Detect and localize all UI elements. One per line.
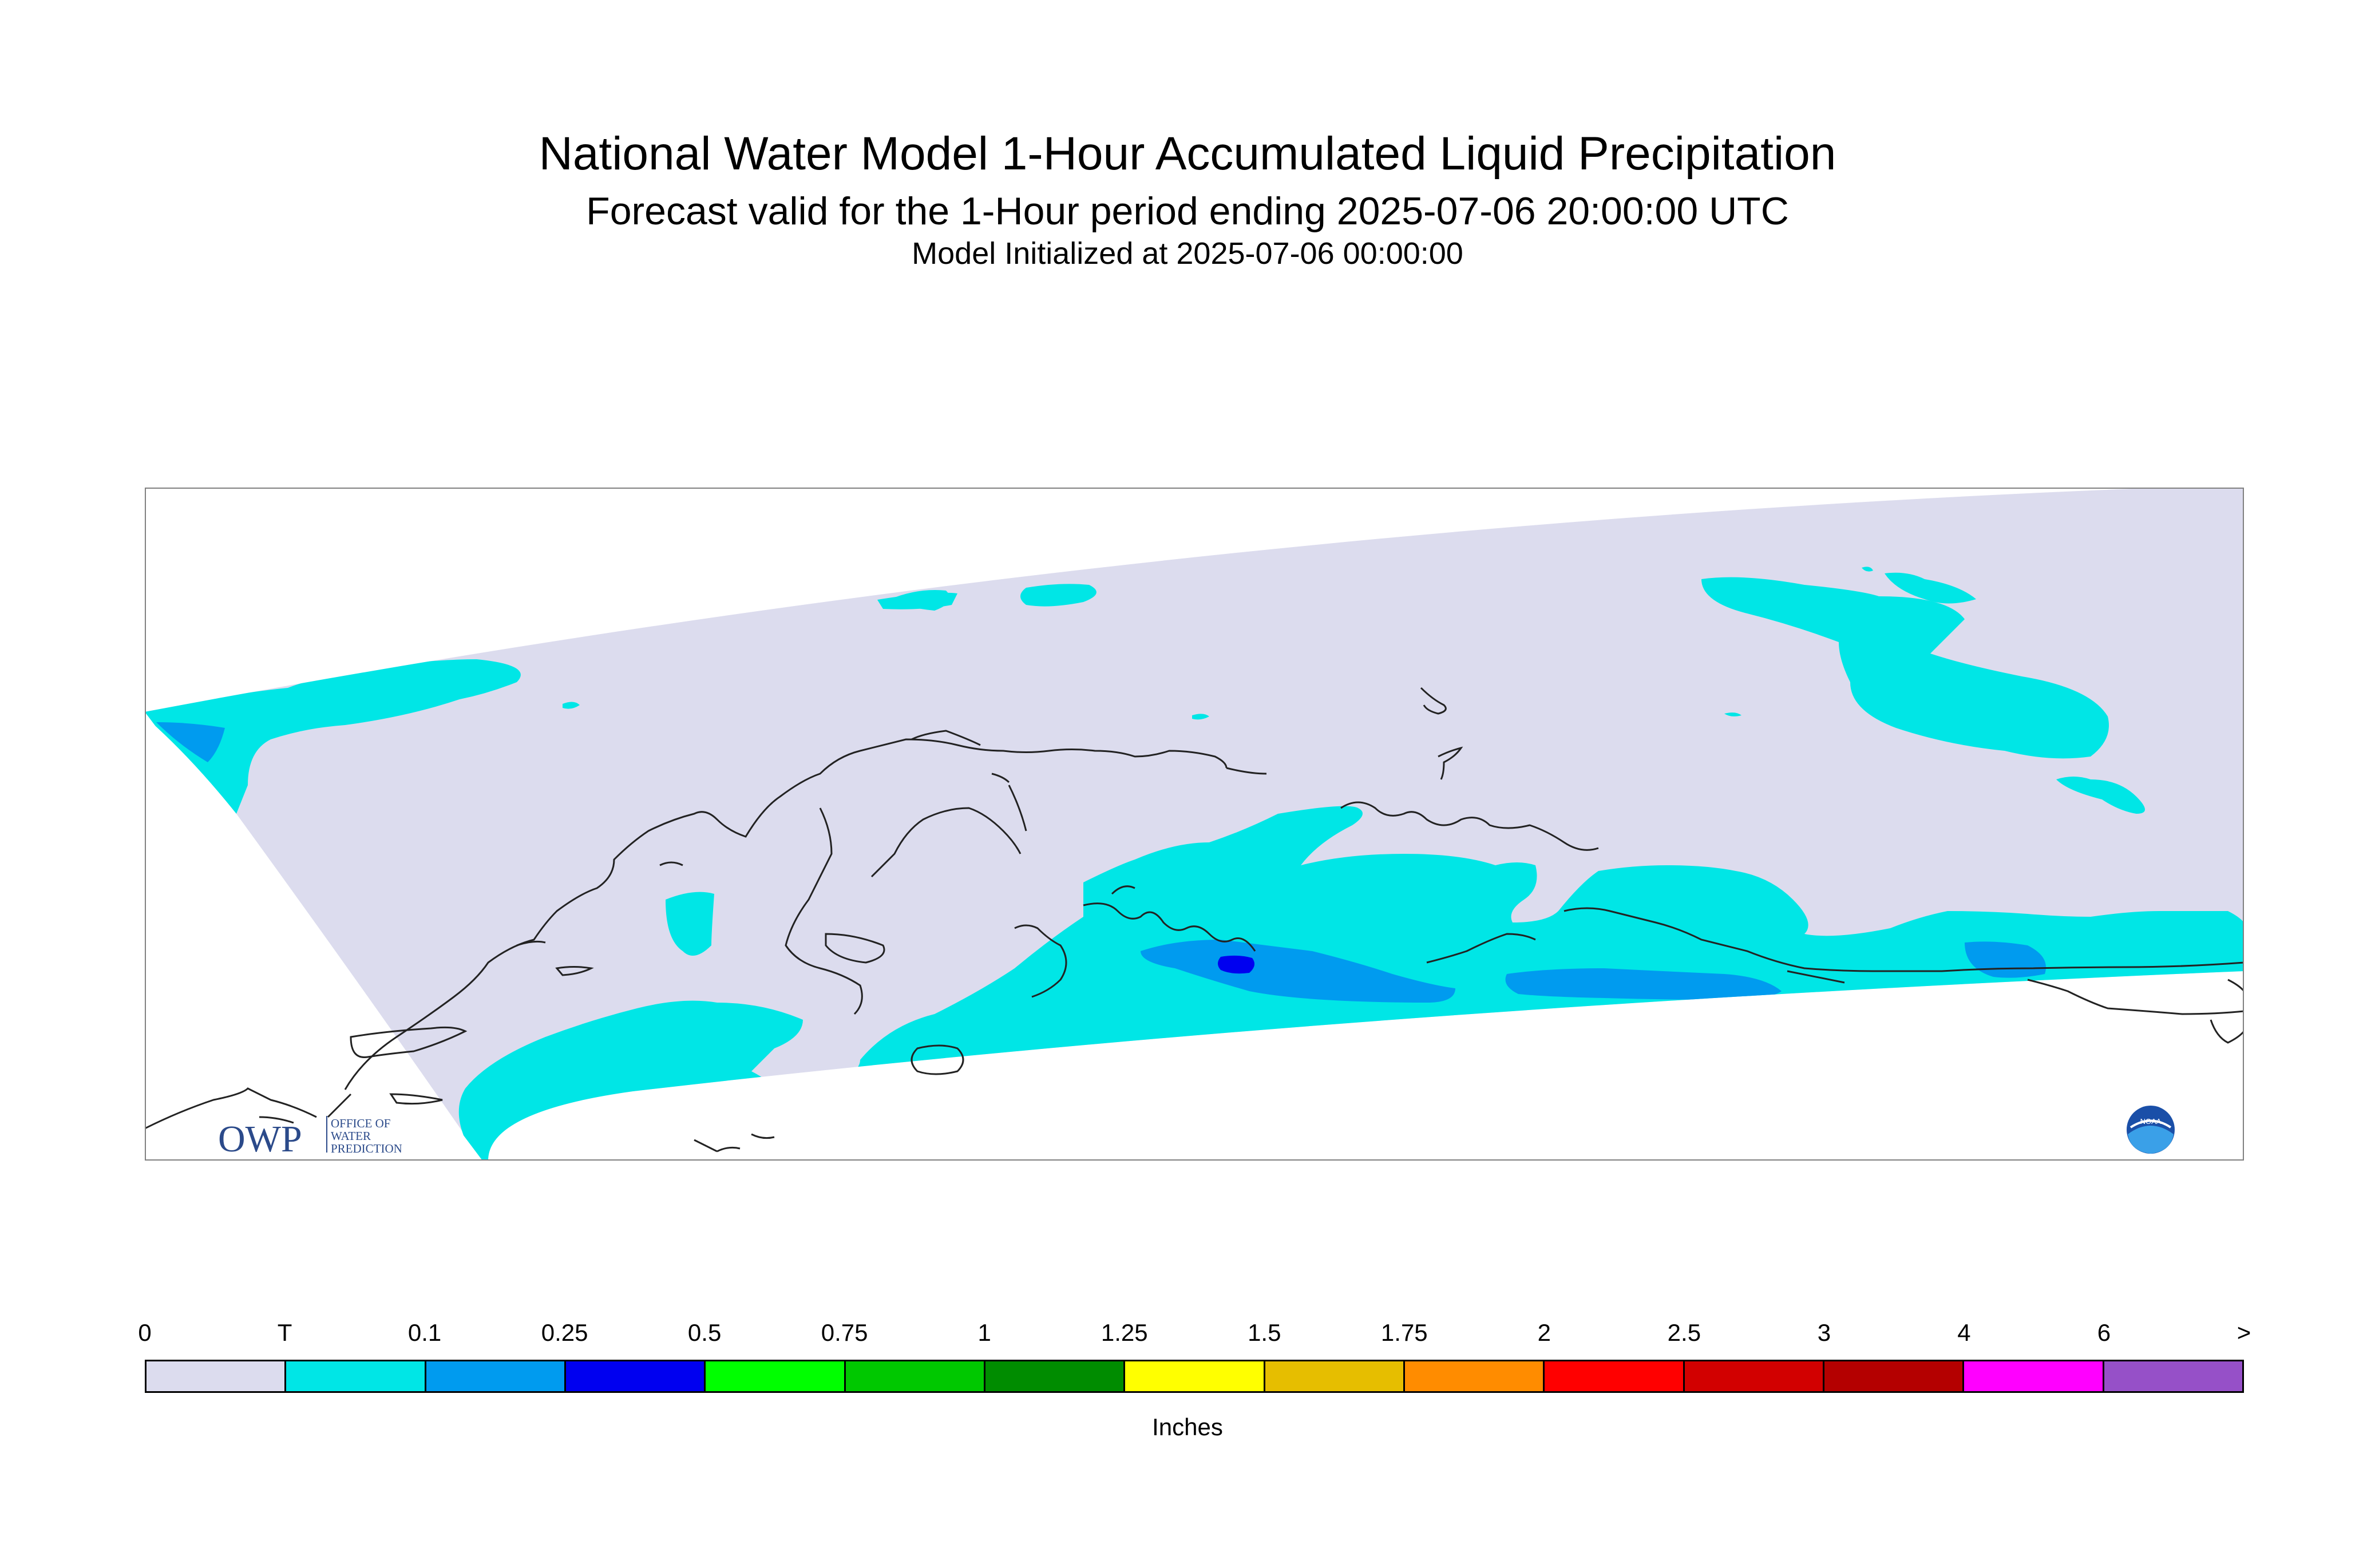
legend-swatch <box>985 1361 1126 1391</box>
color-legend <box>145 1360 2244 1393</box>
legend-swatch <box>2104 1361 2242 1391</box>
legend-swatch <box>706 1361 846 1391</box>
legend-swatch <box>1964 1361 2104 1391</box>
noaa-logo: NOAA <box>2127 1106 2175 1154</box>
legend-tick-label: 1.25 <box>1101 1319 1148 1346</box>
legend-labels: 0 T 0.1 0.25 0.5 0.75 1 1.25 1.5 1.75 2 2.5 3 4 6 > <box>0 1319 2375 1353</box>
owp-logo: OWP OFFICE OF WATER PREDICTION <box>218 1116 402 1160</box>
owp-letters: OWP <box>218 1118 302 1160</box>
legend-tick-label: 2.5 <box>1667 1319 1701 1346</box>
legend-tick-label: 6 <box>2097 1319 2111 1346</box>
legend-tick-label: 1.75 <box>1380 1319 1428 1346</box>
map-frame <box>145 488 2244 1161</box>
model-init-time: Model Initialized at 2025-07-06 00:00:00 <box>912 236 1463 271</box>
legend-tick-label: 1.5 <box>1248 1319 1281 1346</box>
legend-tick-label: 3 <box>1817 1319 1831 1346</box>
legend-swatch <box>286 1361 426 1391</box>
precipitation-map: OWP OFFICE OF WATER PREDICTION NOAA <box>145 488 2244 1161</box>
legend-swatch <box>426 1361 566 1391</box>
legend-tick-label: 4 <box>1957 1319 1971 1346</box>
legend-swatch <box>1265 1361 1405 1391</box>
legend-tick-label: 0.75 <box>821 1319 868 1346</box>
coastlines <box>145 687 2244 1153</box>
map-title: National Water Model 1-Hour Accumulated … <box>539 128 1836 180</box>
legend-tick-label: 1 <box>977 1319 991 1346</box>
legend-tick-label: 0.1 <box>407 1319 442 1346</box>
legend-swatch <box>1684 1361 1824 1391</box>
legend-swatch <box>1824 1361 1965 1391</box>
legend-units: Inches <box>1152 1413 1223 1440</box>
legend-tick-label: 0.25 <box>541 1319 588 1346</box>
legend-swatch <box>1404 1361 1545 1391</box>
legend-tick-label: 0 <box>138 1319 152 1346</box>
owp-line2: WATER <box>331 1129 371 1143</box>
owp-line1: OFFICE OF <box>331 1116 390 1130</box>
precip-moderate-areas <box>1218 955 1254 974</box>
noaa-text: NOAA <box>2140 1117 2162 1126</box>
legend-tick-label: > <box>2237 1319 2251 1346</box>
owp-line3: PREDICTION <box>331 1142 402 1155</box>
map-canvas: OWP OFFICE OF WATER PREDICTION NOAA <box>145 488 2244 1161</box>
legend-tick-label: T <box>277 1319 292 1346</box>
legend-swatch <box>565 1361 706 1391</box>
legend-swatch <box>1545 1361 1685 1391</box>
legend-tick-label: 0.5 <box>687 1319 722 1346</box>
legend-swatch <box>147 1361 287 1391</box>
legend-tick-label: 2 <box>1537 1319 1551 1346</box>
legend-swatch <box>1125 1361 1265 1391</box>
legend-swatch <box>845 1361 985 1391</box>
map-subtitle: Forecast valid for the 1-Hour period end… <box>586 189 1789 233</box>
